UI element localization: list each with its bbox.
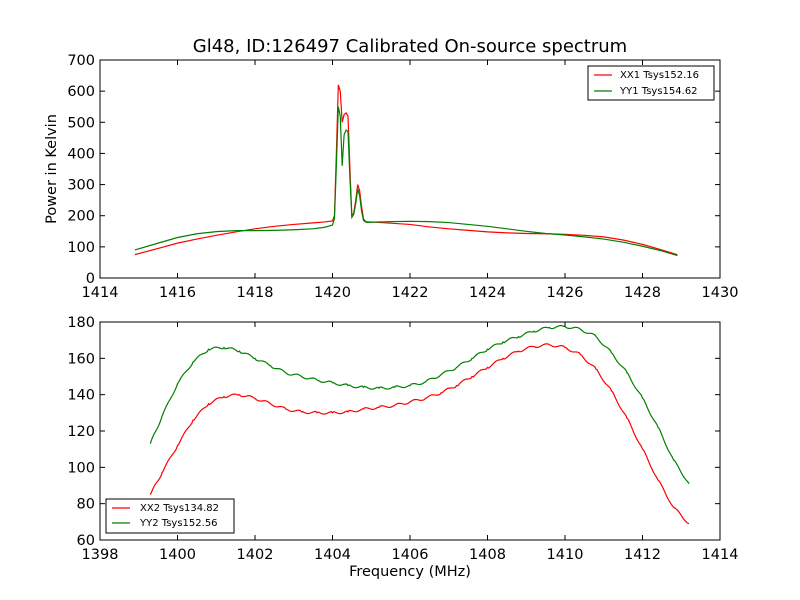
top-x-tick-label: 1428 [624, 285, 661, 301]
top-x-tick-label: 1416 [159, 285, 196, 301]
top-legend-label-yy1: YY1 Tsys154.62 [619, 86, 698, 97]
top-x-tick-label: 1414 [82, 285, 119, 301]
bottom-x-tick-label: 1404 [314, 547, 351, 563]
bottom-x-axis-label: Frequency (MHz) [349, 564, 471, 580]
bottom-x-tick-label: 1408 [469, 547, 506, 563]
top-y-axis-label: Power in Kelvin [44, 114, 60, 224]
bottom-y-tick-label: 100 [67, 460, 95, 476]
bottom-series-group [149, 324, 690, 525]
top-y-tick-label: 0 [86, 271, 95, 287]
top-y-tick-label: 400 [67, 146, 95, 162]
top-y-tick-label: 500 [67, 115, 95, 131]
bottom-x-tick-label: 1398 [82, 547, 119, 563]
bottom-series-line-1 [149, 343, 690, 525]
top-series-group [134, 84, 678, 257]
bottom-x-tick-label: 1400 [159, 547, 196, 563]
bottom-y-tick-label: 120 [67, 424, 95, 440]
bottom-axis-ticks: 1398 1400 1402 1404 1406 1408 1410 1412 1414 60 80… [67, 315, 738, 563]
top-x-tick-label: 1424 [469, 285, 506, 301]
top-series-line-2 [134, 106, 678, 257]
bottom-y-tick-label: 140 [67, 388, 95, 404]
top-y-tick-label: 700 [67, 53, 95, 69]
bottom-x-tick-label: 1410 [547, 547, 584, 563]
bottom-legend-label-yy2: YY2 Tsys152.56 [139, 518, 218, 529]
bottom-series-line-2 [149, 324, 690, 484]
top-y-tick-label: 300 [67, 178, 95, 194]
top-legend-box [587, 65, 715, 101]
top-legend: XX1 Tsys152.16 YY1 Tsys154.62 [587, 65, 715, 101]
top-x-tick-label: 1430 [702, 285, 739, 301]
bottom-y-tick-label: 60 [77, 533, 95, 549]
top-x-tick-label: 1426 [547, 285, 584, 301]
top-y-tick-label: 600 [67, 84, 95, 100]
bottom-y-tick-label: 180 [67, 315, 95, 331]
bottom-x-tick-label: 1412 [624, 547, 661, 563]
top-axis-ticks: 1414 1416 1418 1420 1422 1424 1426 1428 1430 0 100… [67, 53, 738, 301]
bottom-legend-label-xx2: XX2 Tsys134.82 [140, 503, 219, 514]
top-y-tick-label: 100 [67, 240, 95, 256]
bottom-legend: XX2 Tsys134.82 YY2 Tsys152.56 [105, 498, 235, 534]
top-subplot: 1414 1416 1418 1420 1422 1424 1426 1428 1430 0 100… [44, 53, 738, 301]
top-x-tick-label: 1422 [392, 285, 429, 301]
top-legend-label-xx1: XX1 Tsys152.16 [620, 70, 699, 81]
bottom-y-tick-label: 160 [67, 351, 95, 367]
bottom-x-tick-label: 1414 [702, 547, 739, 563]
bottom-subplot: 1398 1400 1402 1404 1406 1408 1410 1412 1414 60 80… [67, 315, 738, 580]
top-y-tick-label: 200 [67, 209, 95, 225]
bottom-x-tick-label: 1406 [392, 547, 429, 563]
bottom-legend-box [105, 498, 235, 534]
bottom-y-tick-label: 80 [77, 497, 95, 513]
top-x-tick-label: 1418 [237, 285, 274, 301]
bottom-x-tick-label: 1402 [237, 547, 274, 563]
figure-title: Gl48, ID:126497 Calibrated On-source spe… [193, 36, 627, 57]
top-x-tick-label: 1420 [314, 285, 351, 301]
